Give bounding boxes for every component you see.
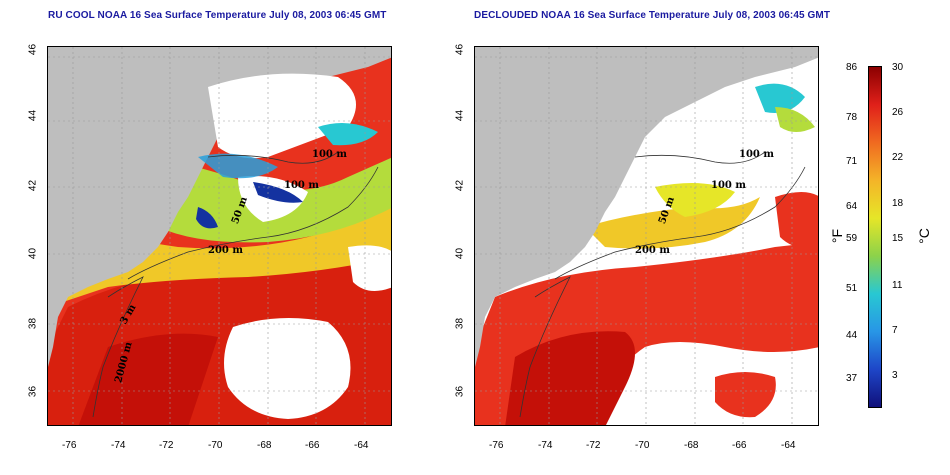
c-tick-3: 3 (892, 370, 898, 381)
c-tick-11: 11 (892, 280, 903, 291)
cold-water-patch (755, 83, 805, 113)
isobath-2000m-line (519, 276, 571, 418)
isobath-100m-line (634, 151, 766, 164)
unit-fahrenheit: °F (829, 228, 846, 244)
lat-tick-40: 40 (454, 247, 466, 260)
lon-tick--74: -74 (111, 440, 126, 451)
warm-water-east (775, 192, 818, 249)
c-tick-26: 26 (892, 107, 904, 118)
lon-tick--70: -70 (635, 440, 650, 451)
cold-water-patch-1 (198, 153, 278, 179)
c-tick-15: 15 (892, 233, 904, 244)
cool-water-patch (775, 107, 815, 132)
f-tick-86: 86 (846, 62, 858, 73)
land-mass (48, 47, 391, 367)
isobath-2000m-line (92, 276, 144, 418)
right-sst-map: 100 m 100 m 200 m 50 m (474, 46, 819, 426)
lon-tick--64: -64 (354, 440, 369, 451)
lat-lon-grid (48, 47, 391, 425)
c-tick-30: 30 (892, 62, 904, 73)
lat-tick-44: 44 (27, 109, 39, 122)
lon-tick--72: -72 (159, 440, 174, 451)
lon-tick--70: -70 (208, 440, 223, 451)
cold-water-patch-4 (318, 123, 378, 146)
lon-tick--68: -68 (257, 440, 272, 451)
temperature-colorbar (868, 66, 882, 408)
cloud-patch-east (348, 245, 391, 291)
lon-tick--66: -66 (305, 440, 320, 451)
isobath-label-100m-b: 100 m (284, 180, 319, 191)
left-map-title: RU COOL NOAA 16 Sea Surface Temperature … (48, 10, 387, 21)
transition-band (585, 197, 760, 249)
isobath-label-200m: 200 m (208, 245, 243, 256)
cool-shelf-water (655, 183, 735, 217)
cold-water-patch-2 (253, 182, 303, 203)
lat-tick-42: 42 (454, 179, 466, 192)
f-tick-64: 64 (846, 201, 858, 212)
isobath-label-200m: 200 m (635, 245, 670, 256)
left-sst-map: 100 m 100 m 200 m 50 m 2000 m 3 m (47, 46, 392, 426)
lat-lon-grid (475, 47, 818, 425)
c-tick-22: 22 (892, 152, 904, 163)
lat-tick-38: 38 (27, 317, 39, 330)
lon-tick--74: -74 (538, 440, 553, 451)
lon-tick--64: -64 (781, 440, 796, 451)
lon-tick--66: -66 (732, 440, 747, 451)
lat-tick-36: 36 (454, 385, 466, 398)
unit-celsius: °C (915, 228, 932, 244)
lat-tick-46: 46 (27, 43, 39, 56)
lon-tick--76: -76 (62, 440, 77, 451)
f-tick-71: 71 (846, 156, 858, 167)
isobath-label-100m-b: 100 m (711, 180, 746, 191)
f-tick-78: 78 (846, 112, 858, 123)
lat-tick-42: 42 (27, 179, 39, 192)
isobath-label-100m-a: 100 m (312, 149, 347, 160)
lat-tick-38: 38 (454, 317, 466, 330)
land-mass (475, 47, 818, 367)
transition-band (48, 198, 391, 307)
f-tick-37: 37 (846, 373, 858, 384)
isobath-100m-line (207, 151, 339, 164)
lon-tick--76: -76 (489, 440, 504, 451)
cloud-patch-north (208, 73, 356, 159)
isobath-label-100m-a: 100 m (739, 149, 774, 160)
cloud-patch-south (224, 318, 351, 419)
warm-eddy-south (715, 372, 776, 418)
cold-water-patch-3 (196, 207, 218, 229)
lat-tick-40: 40 (27, 247, 39, 260)
c-tick-18: 18 (892, 198, 904, 209)
lon-tick--72: -72 (586, 440, 601, 451)
c-tick-7: 7 (892, 325, 898, 336)
left-map-canvas (48, 47, 391, 425)
gulf-stream-core (505, 331, 635, 425)
gulf-stream-core (78, 333, 218, 425)
f-tick-44: 44 (846, 330, 858, 341)
right-map-canvas (475, 47, 818, 425)
lat-tick-44: 44 (454, 109, 466, 122)
right-map-title: DECLOUDED NOAA 16 Sea Surface Temperatur… (474, 10, 831, 21)
lat-tick-46: 46 (454, 43, 466, 56)
lon-tick--68: -68 (684, 440, 699, 451)
lat-tick-36: 36 (27, 385, 39, 398)
f-tick-51: 51 (846, 283, 858, 294)
f-tick-59: 59 (846, 233, 858, 244)
